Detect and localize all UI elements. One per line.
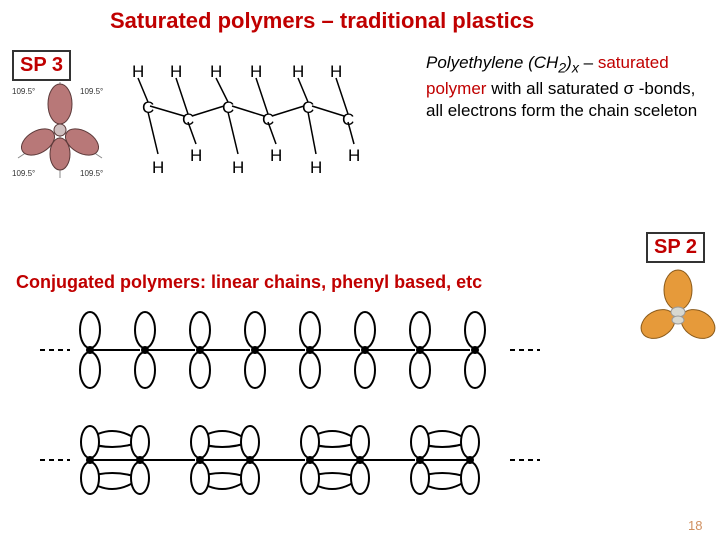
atom-h: H — [210, 62, 222, 82]
atom-c: C — [142, 98, 154, 118]
polyethylene-description: Polyethylene (CH2)x – saturated polymer … — [426, 52, 706, 122]
atom-h: H — [170, 62, 182, 82]
atom-h: H — [232, 158, 244, 178]
sp2-label: SP 2 — [646, 232, 705, 263]
atom-h: H — [132, 62, 144, 82]
atom-h: H — [152, 158, 164, 178]
atom-h: H — [250, 62, 262, 82]
conjugated-heading: Conjugated polymers: linear chains, phen… — [16, 272, 482, 293]
page-number: 18 — [688, 518, 702, 533]
atom-h: H — [330, 62, 342, 82]
sp2-orbital-diagram — [636, 268, 720, 352]
svg-text:109.5°: 109.5° — [12, 169, 35, 178]
p-orbital-chain-linked — [40, 410, 540, 510]
svg-text:109.5°: 109.5° — [80, 87, 103, 96]
svg-text:109.5°: 109.5° — [80, 169, 103, 178]
polyethylene-chain: H H H H H H C C C C C C H H H H H H — [120, 50, 420, 200]
atom-c: C — [182, 110, 194, 130]
atom-c: C — [222, 98, 234, 118]
atom-h: H — [292, 62, 304, 82]
atom-h: H — [270, 146, 282, 166]
page-title: Saturated polymers – traditional plastic… — [110, 8, 534, 34]
sp3-orbital-diagram: 109.5° 109.5° 109.5° 109.5° — [10, 80, 110, 180]
atom-h: H — [310, 158, 322, 178]
sp3-label: SP 3 — [12, 50, 71, 81]
atom-c: C — [262, 110, 274, 130]
atom-c: C — [302, 98, 314, 118]
p-orbital-chain-separate — [40, 300, 540, 400]
desc-italic: Polyethylene (CH2)x — [426, 53, 579, 72]
svg-text:109.5°: 109.5° — [12, 87, 35, 96]
atom-h: H — [190, 146, 202, 166]
atom-c: C — [342, 110, 354, 130]
atom-h: H — [348, 146, 360, 166]
